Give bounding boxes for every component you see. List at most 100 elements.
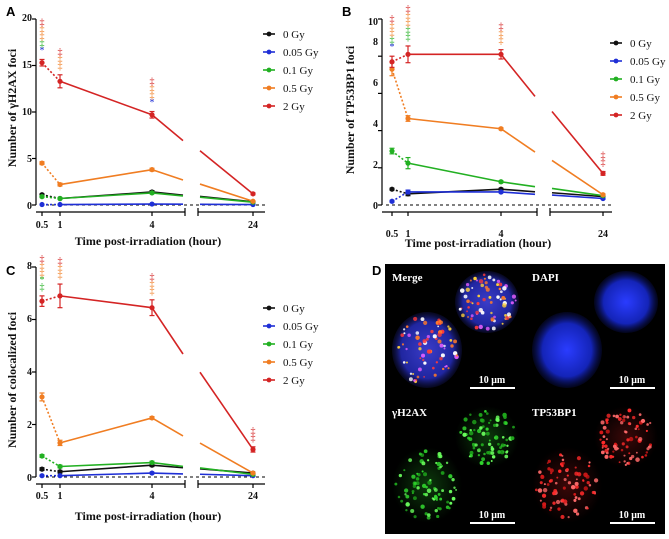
y-tick-label: 2 xyxy=(27,420,32,431)
focus-dot xyxy=(422,358,425,362)
series-line xyxy=(59,80,153,116)
focus-dot xyxy=(645,429,648,433)
data-point xyxy=(57,473,63,479)
legend-label: 0 Gy xyxy=(283,29,305,41)
series-line xyxy=(151,461,184,468)
axes-a xyxy=(32,18,265,216)
focus-dot xyxy=(490,317,495,322)
significance-marker: ‡ xyxy=(58,263,63,274)
focus-dot xyxy=(488,295,492,299)
focus-dot xyxy=(497,442,500,446)
focus-dot xyxy=(483,452,486,456)
focus-dot xyxy=(415,331,420,335)
scale-bar-label: 10 μm xyxy=(479,375,506,386)
focus-dot xyxy=(412,484,417,489)
significance-marker: * xyxy=(40,275,45,286)
tile-label-tp53bp1: TP53BP1 xyxy=(532,407,577,419)
series-line xyxy=(41,396,61,444)
focus-dot xyxy=(491,455,496,459)
series-line xyxy=(151,464,184,469)
focus-dot xyxy=(649,421,652,425)
data-point xyxy=(498,126,504,132)
focus-dot xyxy=(487,442,492,446)
focus-dot xyxy=(555,499,561,505)
focus-dot xyxy=(484,285,488,289)
data-point xyxy=(39,160,45,166)
series-line xyxy=(41,195,61,200)
focus-dot xyxy=(394,482,398,486)
significance-marker: ‡ xyxy=(58,61,63,72)
legend-label: 0.1 Gy xyxy=(283,339,313,351)
series-line xyxy=(59,417,153,444)
x-axis-label-a: Time post-irradiation (hour) xyxy=(75,234,221,248)
focus-dot xyxy=(539,499,542,502)
focus-dot xyxy=(439,497,443,501)
focus-dot xyxy=(496,279,501,284)
focus-dot xyxy=(470,314,474,318)
data-point xyxy=(57,293,63,299)
focus-dot xyxy=(445,365,448,368)
focus-dot xyxy=(437,452,442,457)
series-line xyxy=(151,307,184,355)
focus-dot xyxy=(550,472,553,475)
focus-dot xyxy=(586,507,589,510)
focus-dot xyxy=(506,444,509,447)
series-line xyxy=(41,193,61,200)
focus-dot xyxy=(416,472,419,475)
legend-marker xyxy=(613,58,619,64)
focus-dot xyxy=(427,480,432,485)
significance-marker: ‡ xyxy=(40,24,45,35)
focus-dot xyxy=(484,410,487,413)
focus-dot xyxy=(446,500,450,504)
focus-dot xyxy=(469,413,472,416)
series-line xyxy=(199,196,254,204)
focus-dot xyxy=(501,295,506,300)
series-line xyxy=(391,188,409,195)
focus-dot xyxy=(453,339,457,344)
focus-dot xyxy=(558,469,562,473)
focus-dot xyxy=(543,483,546,486)
data-point xyxy=(149,459,155,466)
focus-dot xyxy=(508,315,512,319)
series-line xyxy=(151,192,184,197)
significance-marker: ‡ xyxy=(40,38,45,49)
tp53bp1-foci xyxy=(534,408,653,520)
x-tick-label: 4 xyxy=(150,220,155,231)
focus-dot xyxy=(619,413,622,417)
focus-dot xyxy=(419,357,422,360)
focus-dot xyxy=(549,506,553,509)
focus-dot xyxy=(486,461,491,465)
legend-marker xyxy=(613,94,619,100)
plot-area-c: ‡*‡‡‡‡‡‡‡‡‡‡‡ xyxy=(39,254,256,479)
focus-dot xyxy=(462,432,467,437)
focus-dot xyxy=(583,472,588,478)
y-tick-label: 2 xyxy=(373,160,378,171)
focus-dot xyxy=(422,339,427,344)
y-axis-label-a: Number of γH2AX foci xyxy=(5,48,19,167)
data-point xyxy=(39,60,45,66)
legend-label: 2 Gy xyxy=(630,110,652,122)
focus-dot xyxy=(485,412,489,415)
significance-marker: ‡ xyxy=(40,268,45,279)
focus-dot xyxy=(470,317,473,321)
focus-dot xyxy=(549,468,554,473)
focus-dot xyxy=(490,311,493,315)
series-line xyxy=(407,117,502,130)
series-line xyxy=(199,467,254,476)
focus-dot xyxy=(500,443,505,448)
chart-panel-c: C Number of colocalized foci Time post-i… xyxy=(5,254,319,523)
x-tick-label: 4 xyxy=(150,491,155,502)
series-line xyxy=(41,62,61,82)
focus-dot xyxy=(615,414,619,419)
focus-dot xyxy=(612,450,615,453)
focus-dot xyxy=(420,504,425,509)
series-line xyxy=(59,461,153,468)
focus-dot xyxy=(481,425,485,428)
focus-dot xyxy=(468,455,471,458)
focus-dot xyxy=(421,483,427,488)
data-point xyxy=(57,463,63,470)
focus-dot xyxy=(635,451,638,454)
focus-dot xyxy=(609,454,613,459)
focus-dot xyxy=(583,486,588,491)
y-tick-label: 20 xyxy=(22,13,32,24)
